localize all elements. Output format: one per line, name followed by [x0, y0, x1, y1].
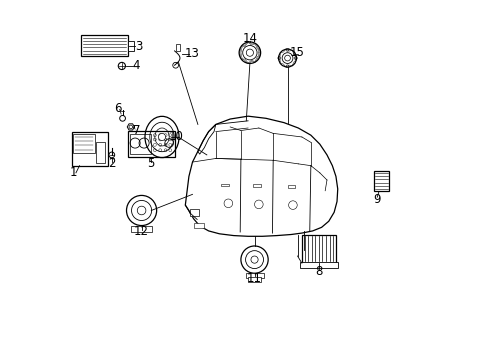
- Text: 11: 11: [246, 272, 262, 285]
- Bar: [128, 131, 174, 157]
- Bar: [193, 223, 203, 228]
- Text: 8: 8: [315, 265, 322, 278]
- Text: 13: 13: [184, 47, 200, 60]
- Bar: [247, 277, 261, 282]
- Bar: [245, 273, 263, 278]
- Text: 10: 10: [168, 130, 183, 144]
- Bar: [373, 171, 388, 192]
- Text: 14: 14: [242, 32, 257, 45]
- Text: 7: 7: [133, 124, 141, 137]
- Text: 12: 12: [134, 225, 149, 238]
- Bar: [301, 234, 335, 263]
- Bar: [131, 226, 152, 232]
- Text: 9: 9: [373, 193, 380, 206]
- Bar: [128, 41, 134, 51]
- Text: 2: 2: [108, 157, 115, 170]
- Text: 3: 3: [135, 40, 142, 53]
- Bar: [300, 262, 337, 267]
- Text: 5: 5: [146, 157, 154, 170]
- Bar: [129, 134, 150, 154]
- Bar: [252, 184, 260, 187]
- Bar: [81, 36, 128, 56]
- Circle shape: [129, 125, 132, 129]
- Bar: [72, 132, 107, 166]
- Bar: [175, 44, 180, 51]
- Text: 15: 15: [289, 46, 305, 59]
- Text: 4: 4: [132, 59, 140, 72]
- Circle shape: [158, 134, 165, 140]
- Bar: [73, 134, 95, 153]
- Bar: [221, 184, 228, 186]
- Bar: [287, 185, 295, 188]
- Text: 6: 6: [114, 102, 122, 115]
- Text: 1: 1: [69, 166, 77, 179]
- Bar: [96, 142, 105, 163]
- Bar: [190, 209, 199, 216]
